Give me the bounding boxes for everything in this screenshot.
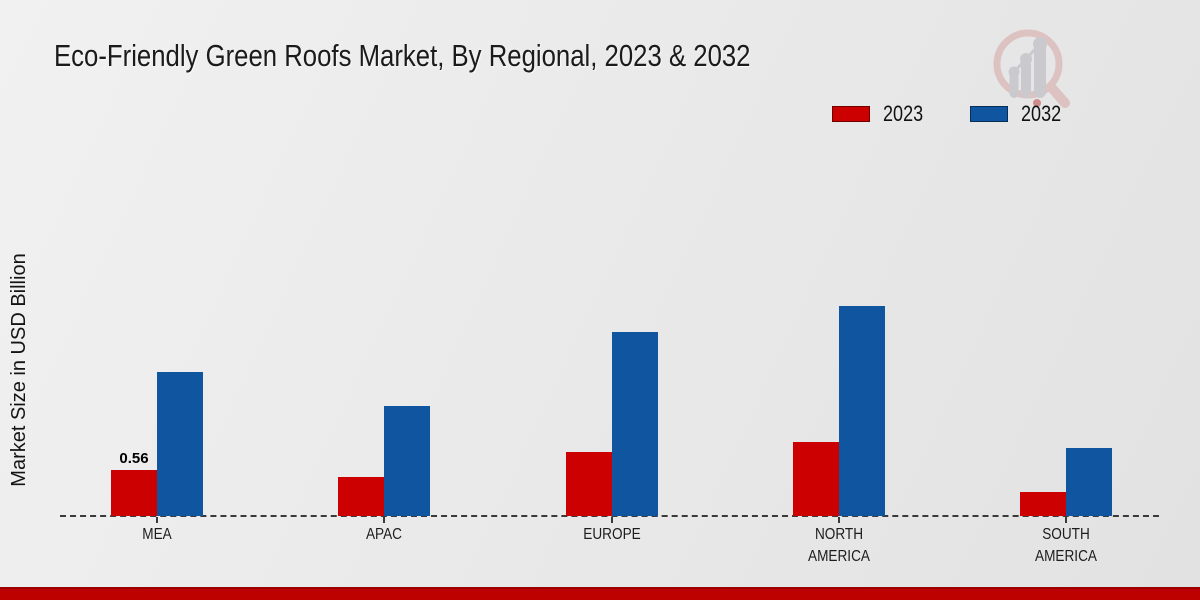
bar-2032-north-america [838, 306, 885, 516]
x-axis-tick-apac [383, 517, 386, 523]
x-axis-tick-mea [156, 517, 158, 523]
magnifier-growth-chart-icon [993, 29, 1070, 108]
legend-item-2023: 2023 [832, 101, 932, 127]
x-axis-tick-south-america [1065, 517, 1067, 523]
bar-2032-apac [384, 406, 431, 516]
bar-2023-south-america [1020, 492, 1066, 516]
category-label-europe: EUROPE [582, 526, 641, 543]
bar-2023-north-america [792, 442, 839, 516]
chart-title: Eco-Friendly Green Roofs Market, By Regi… [54, 38, 751, 73]
legend-item-2032: 2032 [969, 101, 1070, 127]
bar-2032-europe [611, 332, 658, 516]
bottom-accent-strip [0, 587, 1200, 600]
bar-2032-south-america [1066, 448, 1112, 516]
x-axis-baseline [60, 515, 1159, 517]
category-label-south-america: SOUTH AMERICA [1035, 526, 1097, 565]
data-label-2023-mea: 0.56 [119, 450, 149, 467]
category-label-apac: APAC [366, 526, 403, 543]
legend: 2023 2032 [832, 101, 1070, 127]
category-label-mea: MEA [142, 526, 172, 543]
bar-2023-apac [338, 477, 385, 516]
legend-swatch-2032 [969, 106, 1008, 122]
legend-label-2032: 2032 [1020, 101, 1062, 126]
legend-swatch-2023 [832, 106, 870, 122]
x-axis-tick-north-america [837, 517, 840, 523]
legend-label-2023: 2023 [883, 101, 924, 126]
bar-2032-mea [157, 372, 203, 516]
category-label-north-america: NORTH AMERICA [807, 526, 870, 565]
x-axis-tick-europe [610, 517, 613, 523]
bar-2023-europe [565, 452, 612, 516]
bar-2023-mea [111, 470, 157, 516]
